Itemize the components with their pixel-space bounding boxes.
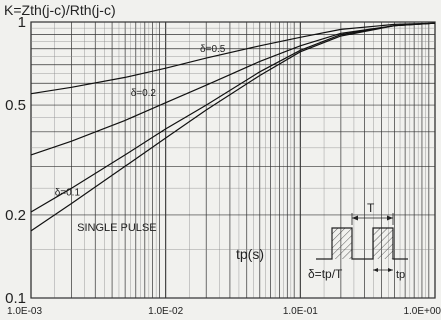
y-tick-label: 0.2 <box>5 207 26 224</box>
x-axis-label: tp(s) <box>236 246 264 262</box>
series-label-1: δ=0.2 <box>131 88 157 99</box>
pulse-width-label: tp <box>396 269 405 281</box>
series-line-3 <box>30 22 436 232</box>
pulse-diagram: T δ=tp/T tp <box>308 201 408 281</box>
series-label-0: δ=0.5 <box>200 44 226 55</box>
duty-cycle-label: δ=tp/T <box>308 267 343 281</box>
pulse-waveform <box>316 227 408 260</box>
series-line-2 <box>30 22 436 213</box>
period-label: T <box>367 201 375 215</box>
series-line-0 <box>30 22 436 95</box>
chart-title: K=Zth(j-c)/Rth(j-c) <box>4 2 116 18</box>
series-label-2: δ=0.1 <box>55 188 81 199</box>
grid <box>30 21 435 299</box>
y-tick-label: 1 <box>18 14 26 31</box>
x-tick-label: 1.0E-02 <box>148 306 183 317</box>
series-label-3: SINGLE PULSE <box>77 222 156 234</box>
plot-area <box>30 21 436 299</box>
y-tick-label: 0.1 <box>5 290 26 307</box>
curves <box>30 22 436 232</box>
x-tick-label: 1.0E+00 <box>403 306 441 317</box>
x-tick-label: 1.0E-01 <box>283 306 318 317</box>
y-tick-label: 0.5 <box>5 97 26 114</box>
tick-labels: 1.0E-03 1.0E-02 1.0E-01 1.0E+00 1 0.5 0.2 0.1 <box>5 14 441 317</box>
x-tick-label: 1.0E-03 <box>7 306 42 317</box>
curve-labels: δ=0.5 δ=0.2 δ=0.1 SINGLE PULSE <box>55 44 226 234</box>
series-line-1 <box>30 22 436 156</box>
